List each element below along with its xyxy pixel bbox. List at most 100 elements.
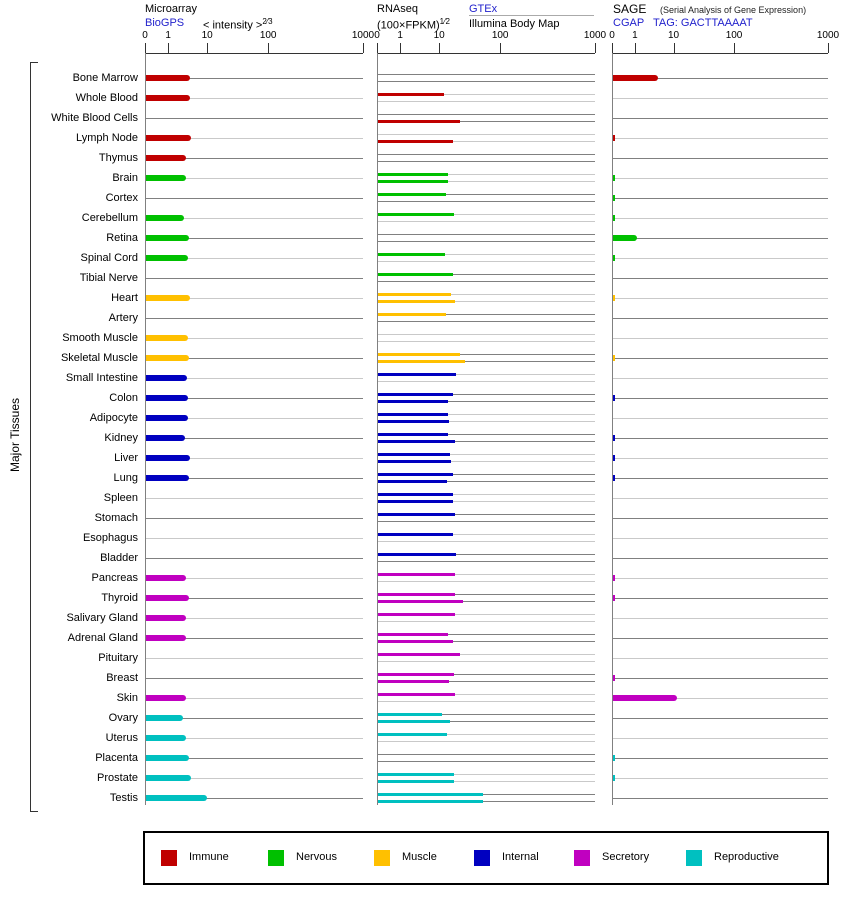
row-line (613, 658, 828, 659)
tissue-label: White Blood Cells (51, 112, 138, 124)
row-line (378, 474, 595, 475)
row-line (378, 394, 595, 395)
row-line (378, 801, 595, 802)
row-line (613, 178, 828, 179)
row-line (378, 654, 595, 655)
expression-bar-gtex (378, 493, 453, 496)
legend-swatch-secretory (574, 850, 590, 866)
expression-bar-gtex (378, 433, 449, 436)
expression-bar-illumina (378, 300, 455, 303)
expression-bar-microarray (146, 295, 191, 301)
row-line (146, 758, 363, 759)
expression-bar-sage (613, 455, 615, 461)
tissue-label: Adrenal Gland (67, 632, 138, 644)
row-line (613, 118, 828, 119)
expression-bar-microarray (146, 615, 186, 621)
expression-bar-illumina (378, 500, 453, 503)
row-line (378, 494, 595, 495)
row-line (378, 774, 595, 775)
tissue-label: Pancreas (91, 572, 138, 584)
row-line (613, 578, 828, 579)
expression-bar-gtex (378, 733, 448, 736)
expression-bar-illumina (378, 800, 483, 803)
legend-swatch-nervous (268, 850, 284, 866)
tissue-label: Lymph Node (76, 132, 138, 144)
row-line (613, 98, 828, 99)
row-line (378, 141, 595, 142)
expression-bar-gtex (378, 213, 455, 216)
expression-bar-illumina (378, 680, 450, 683)
row-line (378, 561, 595, 562)
expression-bar-illumina (378, 180, 449, 183)
rnaseq-subtitle: (100×FPKM)1⁄2 (377, 17, 450, 32)
tissue-label: Adipocyte (89, 412, 138, 424)
row-line (378, 301, 595, 302)
row-line (378, 234, 595, 235)
row-line (146, 518, 363, 519)
tissue-label: Whole Blood (75, 92, 138, 104)
legend-item: Muscle (374, 833, 479, 883)
gtex-link[interactable]: GTEx (469, 3, 498, 15)
row-line (378, 374, 595, 375)
row-line (378, 501, 595, 502)
tissue-label: Salivary Gland (66, 612, 138, 624)
row-line (613, 758, 828, 759)
axis-tick-label: 1 (632, 30, 638, 41)
expression-bar-sage (613, 135, 615, 141)
expression-bar-microarray (146, 475, 189, 481)
row-line (613, 618, 828, 619)
row-line (378, 214, 595, 215)
row-line (613, 378, 828, 379)
row-line (613, 278, 828, 279)
row-line (378, 601, 595, 602)
tissues-bracket-line (30, 62, 31, 812)
expression-bar-sage (613, 755, 615, 761)
biogps-link[interactable]: BioGPS (145, 17, 185, 29)
expression-bar-gtex (378, 793, 484, 796)
row-line (378, 381, 595, 382)
expression-bar-gtex (378, 553, 456, 556)
row-line (613, 498, 828, 499)
row-line (613, 398, 828, 399)
row-line (613, 558, 828, 559)
expression-bar-gtex (378, 573, 455, 576)
expression-bar-sage (613, 595, 615, 601)
legend: Immune Nervous Muscle Internal Secretory Repr… (143, 831, 829, 885)
cgap-link[interactable]: CGAP (613, 17, 645, 29)
tissue-label: Placenta (95, 752, 138, 764)
sage-tag-label: TAG: GACTTAAAAT (653, 17, 753, 29)
row-line (378, 454, 595, 455)
row-line (146, 598, 363, 599)
expression-bar-gtex (378, 773, 455, 776)
expression-bar-gtex (378, 273, 454, 276)
expression-bar-illumina (378, 440, 455, 443)
row-line (378, 781, 595, 782)
expression-bar-microarray (146, 595, 190, 601)
axis-tick-label: 0 (374, 30, 380, 41)
expression-bar-illumina (378, 140, 453, 143)
row-line (378, 554, 595, 555)
tissues-bracket-top-arm (30, 62, 38, 63)
axis-tick-label: 1000 (583, 30, 607, 41)
expression-bar-sage (613, 695, 678, 701)
tissue-label: Stomach (94, 512, 138, 524)
row-line (378, 441, 595, 442)
expression-bar-microarray (146, 575, 186, 581)
row-line (146, 158, 363, 159)
expression-bar-gtex (378, 593, 455, 596)
row-line (613, 438, 828, 439)
row-line (146, 698, 363, 699)
axis-tick-label: 0 (609, 30, 615, 41)
row-line (378, 661, 595, 662)
expression-bar-sage (613, 235, 637, 241)
expression-bar-illumina (378, 420, 450, 423)
expression-bar-illumina (378, 460, 451, 463)
expression-bar-gtex (378, 453, 451, 456)
row-line (378, 114, 595, 115)
row-line (378, 314, 595, 315)
legend-item: Immune (161, 833, 266, 883)
expression-bar-sage (613, 775, 615, 781)
expression-bar-microarray (146, 375, 188, 381)
tissue-label: Artery (108, 312, 138, 324)
illumina-body-map-label: Illumina Body Map (469, 18, 560, 30)
